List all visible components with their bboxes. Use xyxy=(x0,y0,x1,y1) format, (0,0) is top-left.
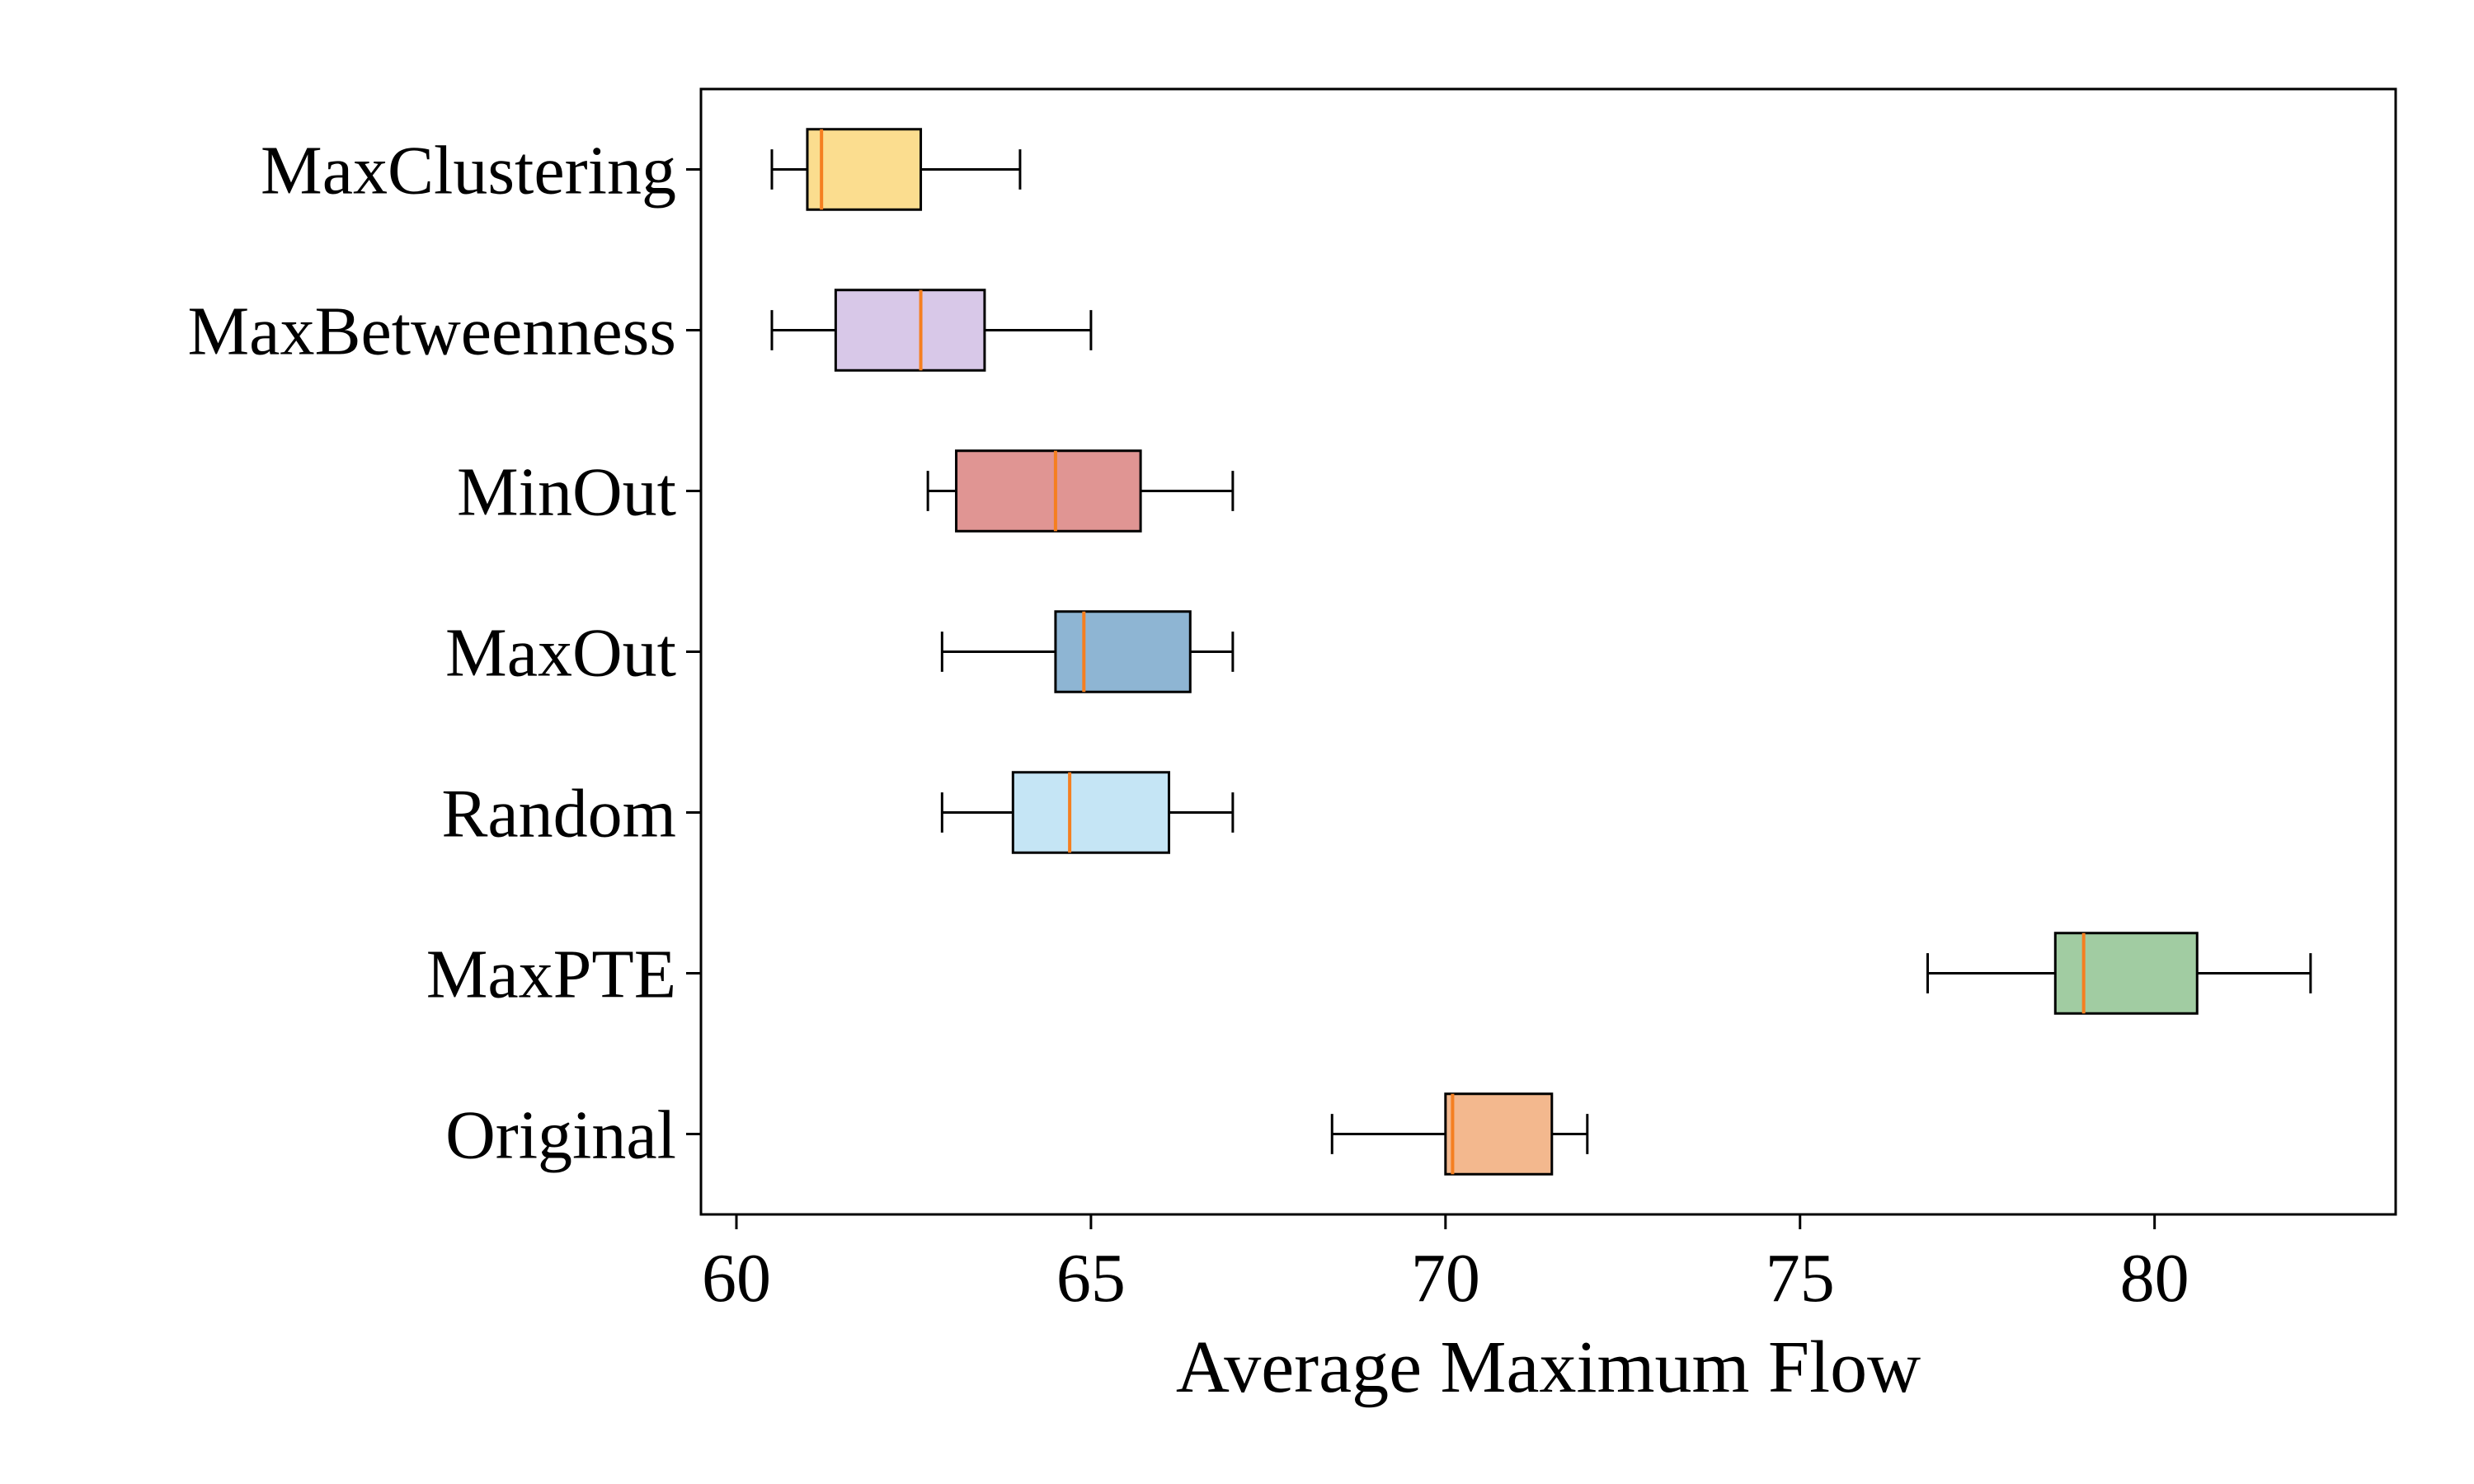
y-axis: MaxClustering MaxBetweenness MinOut MaxOut R… xyxy=(187,133,701,1174)
iqr-box-random xyxy=(1011,771,1170,854)
iqr-box-maxbetweenness xyxy=(834,289,986,372)
box-maxout xyxy=(940,610,1235,693)
x-tick-label-65: 65 xyxy=(1056,1240,1126,1317)
box-maxpte xyxy=(1926,932,2312,1015)
y-tick-label-random: Random xyxy=(441,776,676,852)
box-minout xyxy=(926,449,1235,533)
y-tick-label-maxout: MaxOut xyxy=(445,615,676,692)
y-tick-label-maxpte: MaxPTE xyxy=(426,937,676,1013)
x-axis-title: Average Maximum Flow xyxy=(1176,1327,1921,1408)
y-tick-label-maxbetweenness: MaxBetweenness xyxy=(187,294,676,370)
x-tick-label-70: 70 xyxy=(1411,1240,1480,1317)
box-maxbetweenness xyxy=(770,289,1093,372)
box-random xyxy=(940,771,1235,854)
box-original xyxy=(1330,1092,1589,1176)
x-tick-label-80: 80 xyxy=(2120,1240,2189,1317)
iqr-box-maxpte xyxy=(2053,932,2199,1015)
box-group xyxy=(770,128,2312,1176)
y-tick-label-maxclustering: MaxClustering xyxy=(261,133,676,209)
x-axis: 60 65 70 75 80 xyxy=(702,1214,2189,1317)
x-tick-label-75: 75 xyxy=(1766,1240,1835,1317)
y-tick-label-original: Original xyxy=(445,1097,676,1174)
iqr-box-maxout xyxy=(1054,610,1192,693)
box-maxclustering xyxy=(770,128,1022,211)
x-tick-label-60: 60 xyxy=(702,1240,771,1317)
iqr-box-minout xyxy=(955,449,1142,533)
y-tick-label-minout: MinOut xyxy=(457,454,676,531)
iqr-box-maxclustering xyxy=(806,128,923,211)
iqr-box-original xyxy=(1444,1092,1554,1176)
